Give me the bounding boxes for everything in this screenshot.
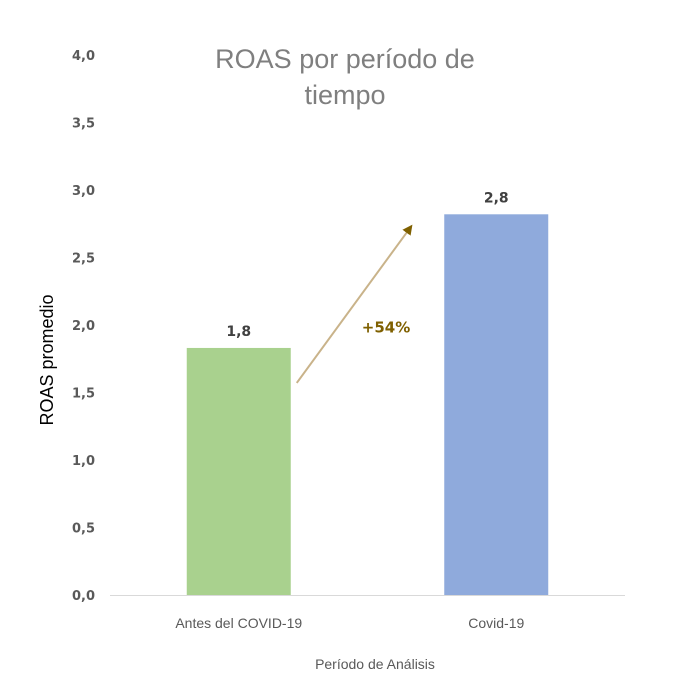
x-axis-label: Período de Análisis — [315, 656, 435, 672]
y-tick-label: 1,0 — [72, 454, 95, 469]
y-tick-label: 4,0 — [72, 49, 95, 64]
data-label: 2,8 — [484, 190, 509, 206]
bars — [186, 214, 549, 596]
data-labels: 1,8 2,8 — [226, 190, 508, 340]
bar — [186, 347, 291, 595]
growth-annotation: +54% — [362, 319, 410, 337]
y-axis-label: ROAS promedio — [37, 294, 57, 425]
category-labels: Antes del COVID-19 Covid-19 — [175, 615, 524, 631]
y-tick-labels: 0,0 0,5 1,0 1,5 2,0 2,5 3,0 3,5 4,0 — [72, 49, 95, 604]
data-label: 1,8 — [226, 324, 251, 340]
y-tick-label: 2,5 — [72, 252, 95, 267]
y-tick-label: 2,0 — [72, 319, 95, 334]
growth-arrow — [295, 224, 413, 384]
y-tick-label: 1,5 — [72, 387, 95, 402]
y-tick-label: 0,5 — [72, 522, 95, 537]
chart-title-line-2: tiempo — [304, 80, 385, 110]
bar — [444, 214, 549, 596]
chart-title-line-1: ROAS por período de — [215, 44, 475, 74]
y-tick-label: 3,5 — [72, 117, 95, 132]
category-label: Antes del COVID-19 — [175, 615, 302, 631]
y-tick-label: 0,0 — [72, 589, 95, 604]
y-tick-label: 3,0 — [72, 184, 95, 199]
category-label: Covid-19 — [468, 615, 524, 631]
